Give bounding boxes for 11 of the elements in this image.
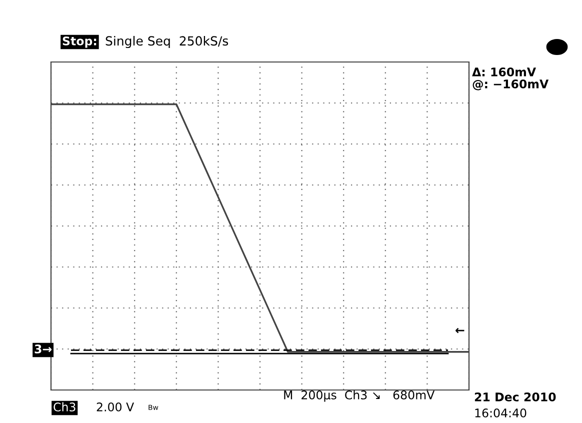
text: Ch3: [54, 402, 76, 412]
text: @: −160mV: [472, 79, 549, 90]
text: Stop:: [62, 36, 96, 48]
text: 2.00 V: [96, 402, 134, 412]
chart-title: Single Seq 250kS/s: [106, 36, 228, 48]
annotation: 3→: [34, 344, 52, 354]
text: 16:04:40: [475, 408, 526, 418]
text: M 200µs Ch3 ↘ 680mV: [284, 390, 435, 402]
annotation: ←: [456, 328, 464, 334]
text: 21 Dec 2010: [474, 392, 556, 402]
text: Δ: 160mV: [472, 67, 536, 76]
